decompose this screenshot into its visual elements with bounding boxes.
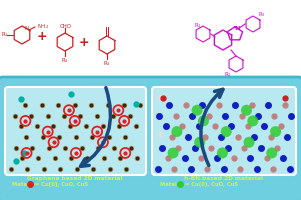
Circle shape [221, 126, 232, 137]
Text: = Cu(0), CuO, CuS: = Cu(0), CuO, CuS [185, 182, 238, 187]
Text: R$_1$: R$_1$ [1, 30, 9, 39]
Text: Metal =: Metal = [12, 182, 35, 187]
Text: N: N [234, 25, 240, 30]
Text: R$_2$: R$_2$ [258, 10, 266, 19]
Text: h-BN based 2D material: h-BN based 2D material [185, 176, 264, 181]
Text: Metal =: Metal = [160, 182, 183, 187]
Circle shape [171, 126, 182, 137]
FancyBboxPatch shape [0, 78, 301, 200]
Text: +: + [37, 29, 47, 42]
Circle shape [192, 105, 203, 116]
Text: = Cu[0], CuO, CuS: = Cu[0], CuO, CuS [35, 182, 88, 187]
Circle shape [266, 148, 277, 159]
Text: CHO: CHO [60, 23, 72, 28]
Text: R$_3$: R$_3$ [103, 59, 111, 68]
Text: R$_1$: R$_1$ [194, 21, 202, 30]
Circle shape [194, 137, 205, 148]
Circle shape [241, 105, 252, 116]
Circle shape [244, 137, 255, 148]
Text: Graphene based 2D material: Graphene based 2D material [27, 176, 123, 181]
Circle shape [198, 116, 209, 127]
FancyBboxPatch shape [5, 88, 146, 175]
Circle shape [270, 126, 281, 137]
Circle shape [247, 116, 258, 127]
Text: NH$_2$: NH$_2$ [37, 22, 49, 31]
Circle shape [217, 148, 228, 159]
Text: N: N [25, 26, 29, 31]
Circle shape [168, 148, 178, 159]
Text: R$_2$: R$_2$ [224, 70, 232, 79]
FancyBboxPatch shape [152, 88, 296, 175]
Text: R$_3$: R$_3$ [61, 56, 69, 65]
Text: +: + [79, 36, 89, 49]
